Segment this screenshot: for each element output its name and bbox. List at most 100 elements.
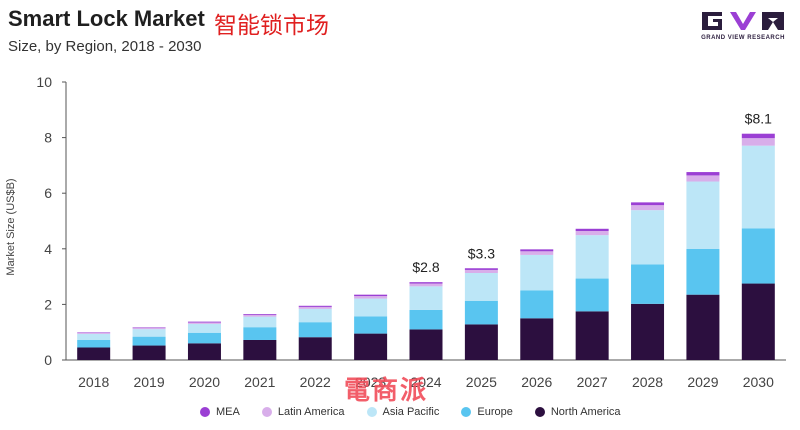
legend-item-latin-america: Latin America: [261, 406, 345, 418]
bar-segment-north-america: [354, 333, 388, 360]
bar-segment-north-america: [686, 294, 720, 360]
bar-segment-europe: [187, 332, 221, 344]
bar-segment-asia-pacific: [187, 323, 221, 333]
y-tick-label: 0: [44, 352, 52, 368]
bar-segment-asia-pacific: [77, 333, 111, 340]
bar-segment-europe: [464, 300, 498, 325]
bar-segment-latin-america: [298, 306, 332, 309]
x-tick-label: 2018: [78, 374, 109, 390]
bar-segment-latin-america: [741, 138, 775, 146]
x-tick-label: 2024: [410, 374, 441, 390]
bar-segment-asia-pacific: [575, 235, 609, 279]
legend-label: North America: [550, 406, 621, 418]
data-label: $8.1: [745, 111, 772, 127]
bar-segment-latin-america: [631, 205, 665, 211]
chinese-title: 智能锁市场: [214, 13, 329, 39]
bar-segment-europe: [243, 327, 277, 340]
bar-segment-latin-america: [187, 322, 221, 324]
bar-segment-mea: [77, 332, 111, 334]
logo-mark: [702, 12, 784, 30]
legend-swatch: [534, 407, 545, 417]
bar-segment-north-america: [187, 343, 221, 360]
bar-segment-asia-pacific: [132, 329, 166, 337]
bar-segment-europe: [298, 322, 332, 338]
bar-segment-mea: [631, 202, 665, 206]
bar-segment-latin-america: [77, 333, 111, 334]
x-tick-label: 2023: [355, 374, 386, 390]
legend-swatch: [200, 407, 210, 417]
bar-segment-latin-america: [132, 328, 166, 330]
bar-segment-north-america: [464, 324, 498, 360]
bar-segment-asia-pacific: [243, 316, 277, 328]
bar-segment-mea: [409, 282, 443, 284]
legend-label: MEA: [216, 406, 240, 418]
bar-segment-asia-pacific: [741, 145, 775, 229]
bar-segment-north-america: [298, 337, 332, 360]
legend-item-mea: MEA: [200, 406, 240, 418]
bar-segment-mea: [243, 314, 277, 315]
bar-segment-mea: [298, 305, 332, 307]
bar-segment-latin-america: [354, 296, 388, 299]
legend-label: Asia Pacific: [382, 406, 440, 418]
legend-swatch: [366, 407, 377, 417]
logo-text: GRAND VIEW RESEARCH: [701, 35, 785, 41]
watermark-text: 電商派: [344, 376, 429, 406]
bar-segment-asia-pacific: [686, 181, 720, 249]
y-tick-label: 4: [44, 241, 52, 257]
chart-subtitle: Size, by Region, 2018 - 2030: [8, 38, 202, 55]
bar-segment-asia-pacific: [631, 210, 665, 265]
x-tick-label: 2022: [300, 374, 331, 390]
bar-segment-latin-america: [243, 314, 277, 317]
y-tick-label: 8: [44, 130, 52, 146]
legend-swatch: [261, 407, 272, 417]
chart-title: Smart Lock Market: [8, 6, 205, 31]
bar-segment-north-america: [741, 283, 775, 360]
bar-segment-asia-pacific: [464, 272, 498, 301]
bar-segment-europe: [686, 248, 720, 295]
bar-segment-europe: [631, 264, 665, 304]
bar-segment-mea: [354, 294, 388, 297]
legend-label: Europe: [477, 406, 513, 418]
bar-segment-latin-america: [409, 283, 443, 287]
bar-segment-asia-pacific: [298, 308, 332, 323]
bar-segment-mea: [575, 228, 609, 232]
stacked-bar-chart: 0 2 4 6 8 10 Market Size (US$B) 2018 2019 2020 202…: [5, 74, 786, 390]
y-tick-label: 2: [44, 296, 52, 312]
bar-segment-north-america: [631, 303, 665, 360]
x-tick-label: 2029: [687, 374, 718, 390]
x-tick-label: 2021: [244, 374, 275, 390]
legend-item-asia-pacific: Asia Pacific: [366, 406, 440, 418]
data-label: $3.3: [468, 245, 495, 261]
x-tick-label: 2020: [189, 374, 220, 390]
bar-segment-europe: [77, 339, 111, 348]
x-tick-label: 2019: [133, 374, 164, 390]
bar-segment-europe: [132, 336, 166, 346]
bar-segment-mea: [686, 172, 720, 176]
bar-segment-north-america: [243, 339, 277, 360]
x-tick-label: 2026: [521, 374, 552, 390]
bar-segment-north-america: [132, 345, 166, 360]
y-axis-label: Market Size (US$B): [5, 178, 17, 275]
bar-segment-north-america: [575, 311, 609, 360]
bar-segment-north-america: [520, 318, 554, 360]
bar-segment-mea: [741, 133, 775, 139]
x-tick-label: 2027: [577, 374, 608, 390]
bar-segment-asia-pacific: [409, 286, 443, 310]
bar-segment-north-america: [409, 329, 443, 360]
bar-segment-latin-america: [464, 269, 498, 273]
bar-segment-mea: [520, 249, 554, 252]
bar-segment-asia-pacific: [520, 254, 554, 291]
bar-segment-europe: [575, 278, 609, 312]
bar-segment-latin-america: [575, 231, 609, 236]
x-tick-label: 2030: [743, 374, 774, 390]
bar-segment-europe: [354, 316, 388, 334]
data-label: $2.8: [412, 259, 439, 275]
x-tick-label: 2028: [632, 374, 663, 390]
bar-segment-north-america: [77, 347, 111, 360]
y-tick-label: 6: [44, 185, 52, 201]
legend-item-north-america: North America: [534, 406, 621, 418]
bar-segment-mea: [464, 268, 498, 270]
bar-segment-asia-pacific: [354, 298, 388, 317]
y-tick-label: 10: [36, 74, 52, 90]
bar-segment-europe: [741, 228, 775, 284]
